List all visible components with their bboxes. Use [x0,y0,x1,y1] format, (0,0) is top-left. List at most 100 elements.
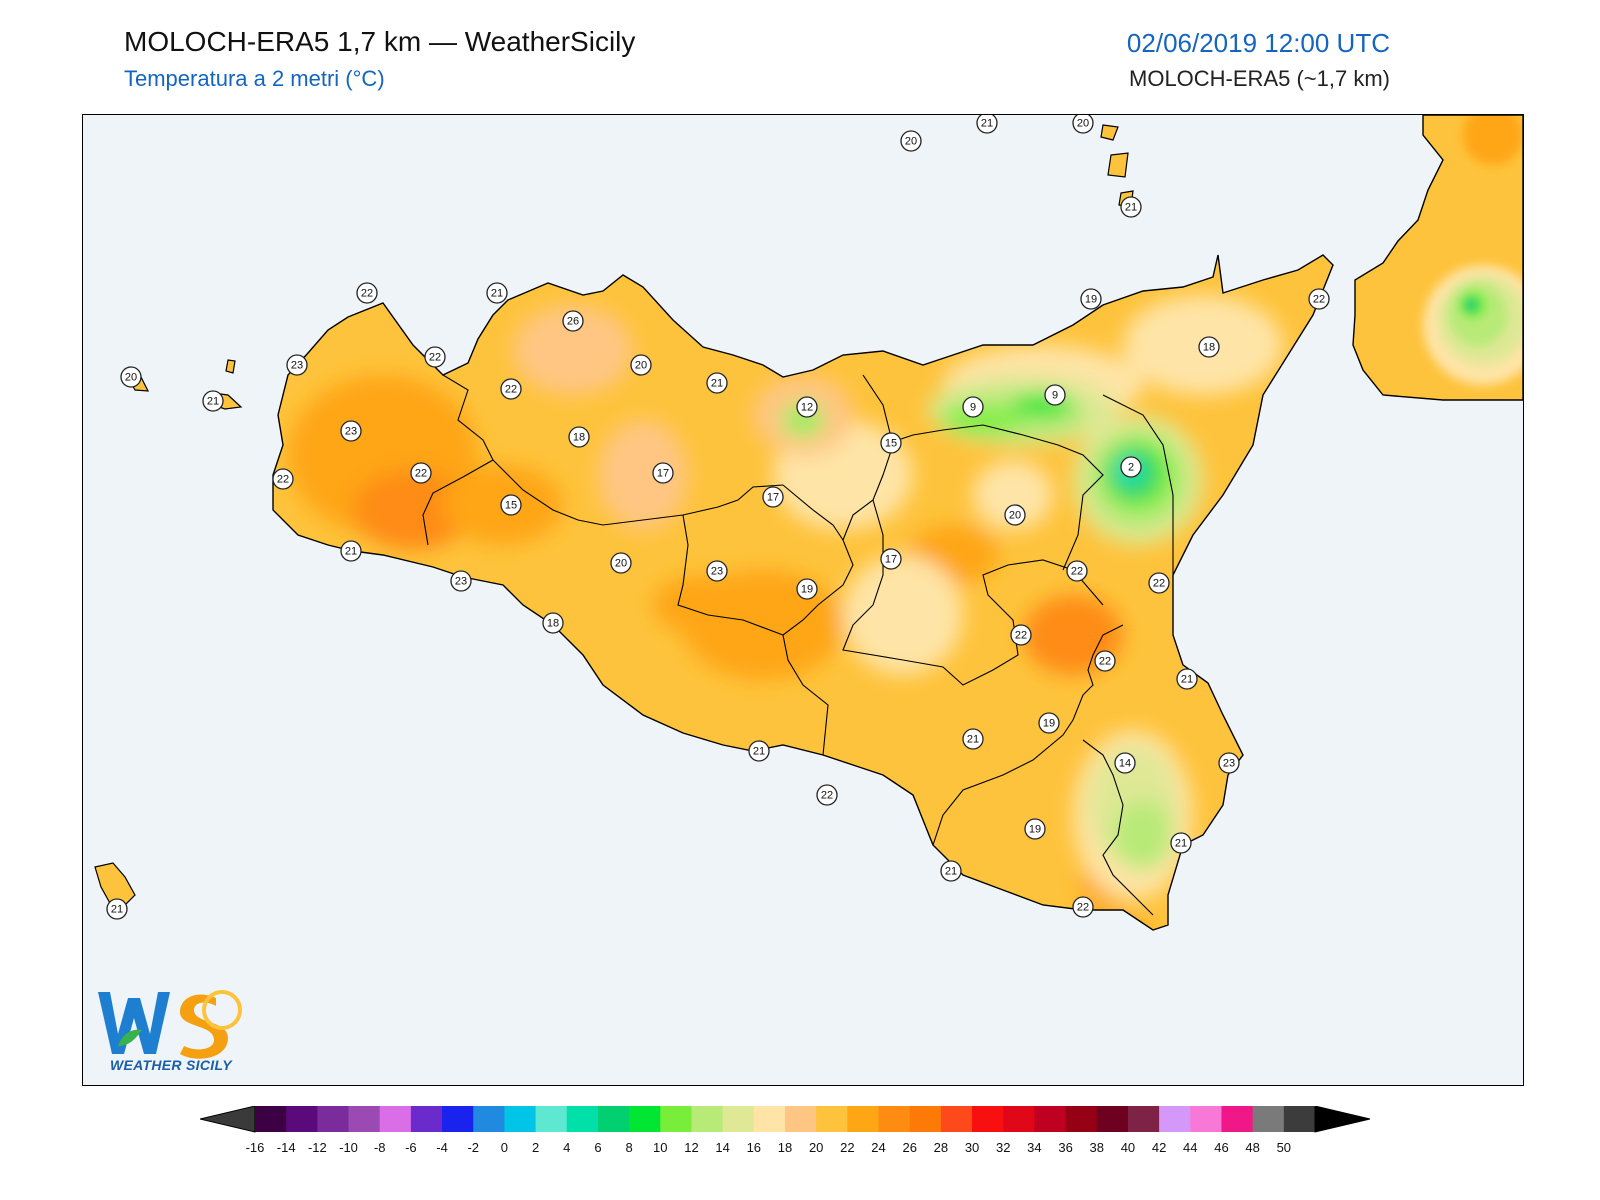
station-marker: 15 [880,432,902,454]
colorbar-swatch [442,1106,474,1132]
station-marker: 20 [900,130,922,152]
colorbar-swatch [972,1106,1004,1132]
station-marker: 18 [568,426,590,448]
colorbar-tick-label: 40 [1121,1140,1135,1155]
station-marker: 21 [940,860,962,882]
colorbar-tick-label: -16 [246,1140,265,1155]
station-value: 23 [291,360,303,372]
station-marker: 23 [340,420,362,442]
colorbar-tick-label: -4 [436,1140,448,1155]
station-value: 20 [615,558,627,570]
station-marker: 9 [962,396,984,418]
colorbar-swatch [629,1106,661,1132]
station-marker: 22 [410,462,432,484]
station-marker: 20 [630,354,652,376]
colorbar-tick-label: 50 [1277,1140,1291,1155]
station-marker: 2 [1120,456,1142,478]
station-marker: 21 [340,540,362,562]
station-value: 21 [207,396,219,408]
station-value: 22 [505,384,517,396]
station-value: 18 [547,618,559,630]
station-value: 9 [1052,390,1058,402]
colorbar-swatch [940,1106,973,1132]
station-marker: 21 [486,282,508,304]
logo-name: WEATHER SICILY [110,1057,232,1073]
station-value: 22 [429,352,441,364]
station-marker: 20 [610,552,632,574]
station-value: 21 [491,288,503,300]
station-value: 22 [1015,630,1027,642]
station-value: 22 [821,790,833,802]
colorbar-tick-label: 6 [594,1140,601,1155]
station-marker: 22 [1072,896,1094,918]
station-value: 21 [711,378,723,390]
station-marker: 21 [748,740,770,762]
colorbar-swatch [317,1106,350,1132]
colorbar-swatch [1221,1106,1254,1132]
station-marker: 22 [356,282,378,304]
station-value: 21 [111,904,123,916]
station-marker: 19 [1038,712,1060,734]
colorbar-swatch [816,1106,848,1132]
station-value: 22 [1099,656,1111,668]
colorbar-tick-label: 2 [532,1140,539,1155]
map-panel: 20 21 20 21 22 21 26 22 23 20 21 22 20 21 12 23 18 22 17 15… [82,114,1524,1086]
station-marker: 12 [796,396,818,418]
temperature-map: 20 21 20 21 22 21 26 22 23 20 21 22 20 21 12 23 18 22 17 15… [83,115,1523,1085]
colorbar-tick-label: 38 [1090,1140,1104,1155]
station-value: 19 [1043,718,1055,730]
colorbar-tick-label: 10 [653,1140,667,1155]
station-value: 26 [567,316,579,328]
colorbar-tick-label: -14 [277,1140,296,1155]
colorbar-swatch [1003,1106,1035,1132]
station-marker: 18 [542,612,564,634]
colorbar-tick-label: 18 [778,1140,792,1155]
station-marker: 21 [202,390,224,412]
colorbar-tick-label: 26 [902,1140,916,1155]
station-value: 23 [711,566,723,578]
station-value: 21 [967,734,979,746]
station-marker: 15 [500,494,522,516]
station-marker: 21 [106,898,128,920]
colorbar-swatch [504,1106,537,1132]
colorbar-tick-label: 28 [934,1140,948,1155]
station-value: 17 [885,554,897,566]
colorbar-swatch [1127,1106,1160,1132]
colorbar-tick-label: 24 [871,1140,885,1155]
station-value: 18 [1203,342,1215,354]
station-value: 19 [1085,294,1097,306]
colorbar-swatch [348,1106,381,1132]
colorbar-swatch [1283,1106,1316,1132]
colorbar-swatch [1065,1106,1098,1132]
colorbar-swatch [1159,1106,1191,1132]
colorbar-swatch [597,1106,630,1132]
station-marker: 23 [1218,752,1240,774]
colorbar-swatch [1096,1106,1129,1132]
colorbar-swatch [535,1106,568,1132]
station-value: 22 [277,474,289,486]
station-value: 22 [1153,578,1165,590]
station-value: 22 [361,288,373,300]
colorbar-tick-label: 34 [1027,1140,1041,1155]
station-value: 17 [767,492,779,504]
station-marker: 21 [1176,668,1198,690]
colorbar-swatch [753,1106,786,1132]
station-value: 9 [970,402,976,414]
map-subtitle: Temperatura a 2 metri (°C) [124,66,385,91]
colorbar-tick-label: 32 [996,1140,1010,1155]
colorbar-swatch [1034,1106,1067,1132]
station-marker: 22 [424,346,446,368]
colorbar-swatch [473,1106,505,1132]
station-marker: 20 [1072,115,1094,134]
station-marker: 22 [1094,650,1116,672]
station-value: 17 [657,468,669,480]
weathersicily-logo [98,990,242,1059]
station-marker: 18 [1198,336,1220,358]
colorbar-max-extension [1314,1106,1371,1133]
station-marker: 22 [816,784,838,806]
station-marker: 22 [500,378,522,400]
station-marker: 19 [1024,818,1046,840]
station-value: 22 [1077,902,1089,914]
colorbar-swatch [410,1106,443,1132]
colorbar-swatch [847,1106,880,1132]
